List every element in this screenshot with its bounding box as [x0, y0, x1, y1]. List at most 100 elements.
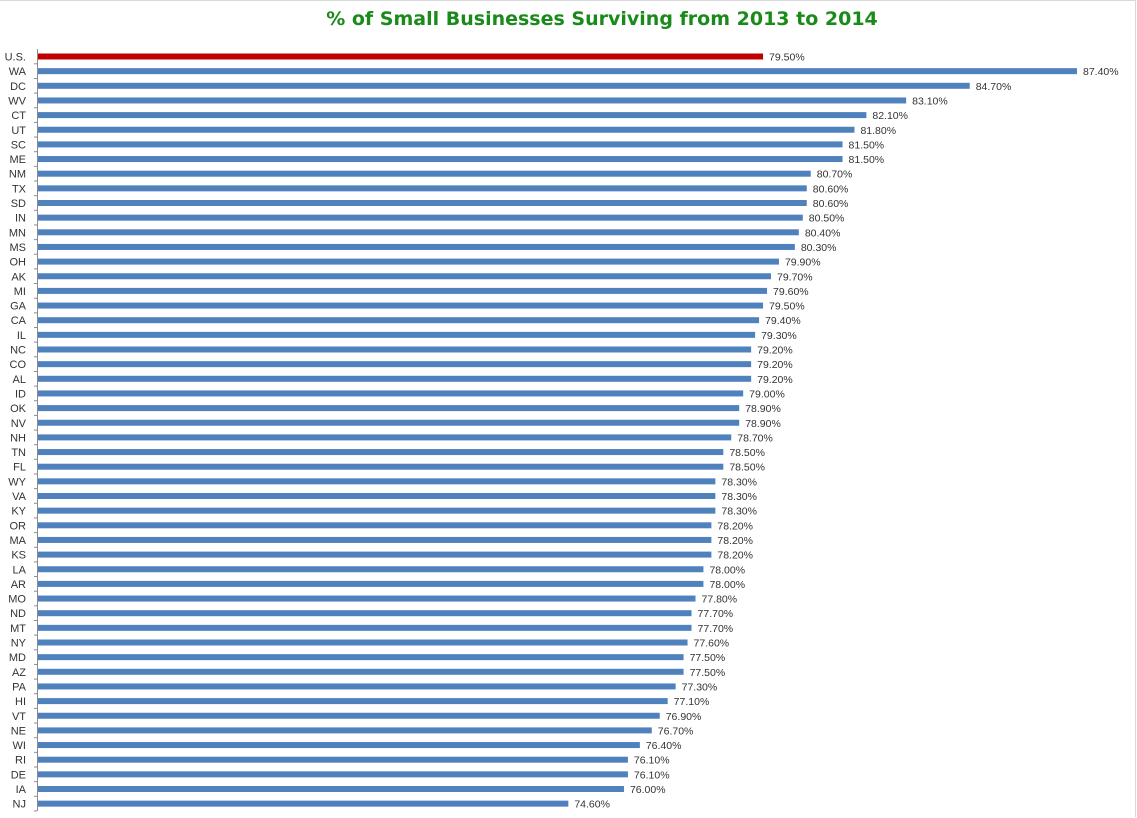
bar-va — [38, 493, 716, 499]
bar-wy — [38, 478, 716, 485]
bar-wv — [38, 97, 907, 104]
bar-nd — [38, 610, 692, 617]
data-label: 77.70% — [698, 608, 734, 620]
data-label: 78.70% — [737, 432, 773, 444]
bar-oh — [38, 258, 779, 265]
data-label: 80.70% — [817, 169, 853, 181]
category-tick-label: TN — [11, 447, 26, 459]
bar-ar — [38, 580, 704, 587]
data-label: 79.50% — [769, 301, 805, 313]
data-label: 81.80% — [860, 125, 896, 137]
data-label: 81.50% — [849, 139, 885, 151]
bar-de — [38, 771, 628, 778]
data-label: 79.20% — [757, 374, 793, 386]
data-label: 77.50% — [690, 652, 726, 664]
category-tick-label: WV — [8, 95, 26, 107]
data-label: 80.50% — [809, 213, 845, 225]
category-tick-label: OH — [10, 257, 27, 269]
bar-ok — [38, 405, 740, 412]
chart-title: % of Small Businesses Surviving from 201… — [326, 8, 878, 30]
category-tick-label: FL — [13, 462, 26, 474]
bar-wa — [38, 68, 1077, 75]
category-tick-label: OR — [10, 520, 27, 532]
bar-ut — [38, 126, 855, 133]
data-label: 77.70% — [698, 623, 734, 635]
bar-dc — [38, 82, 970, 89]
category-tick-label: MN — [9, 227, 26, 239]
category-tick-label: NY — [11, 638, 27, 650]
bar-ne — [38, 727, 652, 734]
data-label: 76.70% — [658, 725, 694, 737]
category-tick-label: NV — [11, 418, 27, 430]
category-tick-label: AL — [13, 374, 26, 386]
bar-nv — [38, 419, 740, 426]
data-label: 76.40% — [646, 740, 682, 752]
bar-ky — [38, 507, 716, 514]
category-tick-label: ID — [15, 388, 26, 400]
category-tick-label: UT — [11, 125, 26, 137]
category-tick-label: CT — [11, 110, 26, 122]
bar-mt — [38, 624, 692, 631]
data-label: 78.50% — [729, 447, 765, 459]
category-tick-label: MS — [10, 242, 27, 254]
bar-in — [38, 214, 803, 221]
bar-ms — [38, 243, 795, 250]
bar-ks — [38, 551, 712, 558]
data-label: 80.40% — [805, 227, 841, 239]
bar-nc — [38, 346, 752, 353]
category-tick-label: KY — [11, 506, 26, 518]
category-tick-label: HI — [15, 696, 26, 708]
data-label: 76.10% — [634, 755, 670, 767]
data-label: 78.00% — [709, 564, 745, 576]
category-tick-label: TX — [12, 183, 27, 195]
bar-hi — [38, 698, 668, 705]
data-label: 79.20% — [757, 359, 793, 371]
category-tick-label: RI — [15, 755, 26, 767]
data-label: 77.80% — [701, 594, 737, 606]
bar-ga — [38, 302, 764, 309]
bar-la — [38, 566, 704, 573]
data-label: 76.00% — [630, 784, 666, 796]
category-tick-label: IL — [17, 330, 26, 342]
category-tick-label: GA — [10, 301, 27, 313]
category-tick-label: AK — [11, 271, 26, 283]
category-tick-label: NE — [11, 725, 26, 737]
category-tick-label: MT — [10, 623, 26, 635]
category-tick-label: PA — [12, 681, 27, 693]
data-label: 79.40% — [765, 315, 801, 327]
data-label: 78.30% — [721, 491, 757, 503]
category-tick-label: MO — [8, 594, 26, 606]
category-tick-label: VA — [12, 491, 27, 503]
data-label: 76.10% — [634, 769, 670, 781]
category-tick-label: AZ — [12, 667, 26, 679]
data-label: 77.30% — [682, 681, 718, 693]
data-label: 77.60% — [694, 638, 730, 650]
bar-ct — [38, 112, 867, 119]
data-label: 84.70% — [976, 81, 1012, 93]
category-tick-label: WA — [9, 66, 27, 78]
category-tick-label: OK — [10, 403, 27, 415]
bar-mn — [38, 229, 799, 236]
data-label: 77.50% — [690, 667, 726, 679]
bar-ma — [38, 536, 712, 543]
data-label: 80.60% — [813, 183, 849, 195]
category-tick-label: SC — [11, 139, 26, 151]
category-tick-label: LA — [13, 564, 27, 576]
bar-mo — [38, 595, 696, 602]
category-tick-label: SD — [11, 198, 26, 210]
data-label: 79.90% — [785, 257, 821, 269]
category-tick-label: NJ — [13, 799, 26, 811]
bar-ca — [38, 317, 760, 324]
data-label: 78.90% — [745, 403, 781, 415]
data-label: 79.60% — [773, 286, 809, 298]
category-tick-label: IA — [16, 784, 27, 796]
bar-md — [38, 654, 684, 661]
data-label: 78.50% — [729, 462, 765, 474]
data-label: 78.00% — [709, 579, 745, 591]
category-tick-label: MI — [14, 286, 26, 298]
category-tick-label: KS — [11, 550, 26, 562]
category-tick-label: NC — [10, 345, 26, 357]
bar-mi — [38, 287, 768, 294]
